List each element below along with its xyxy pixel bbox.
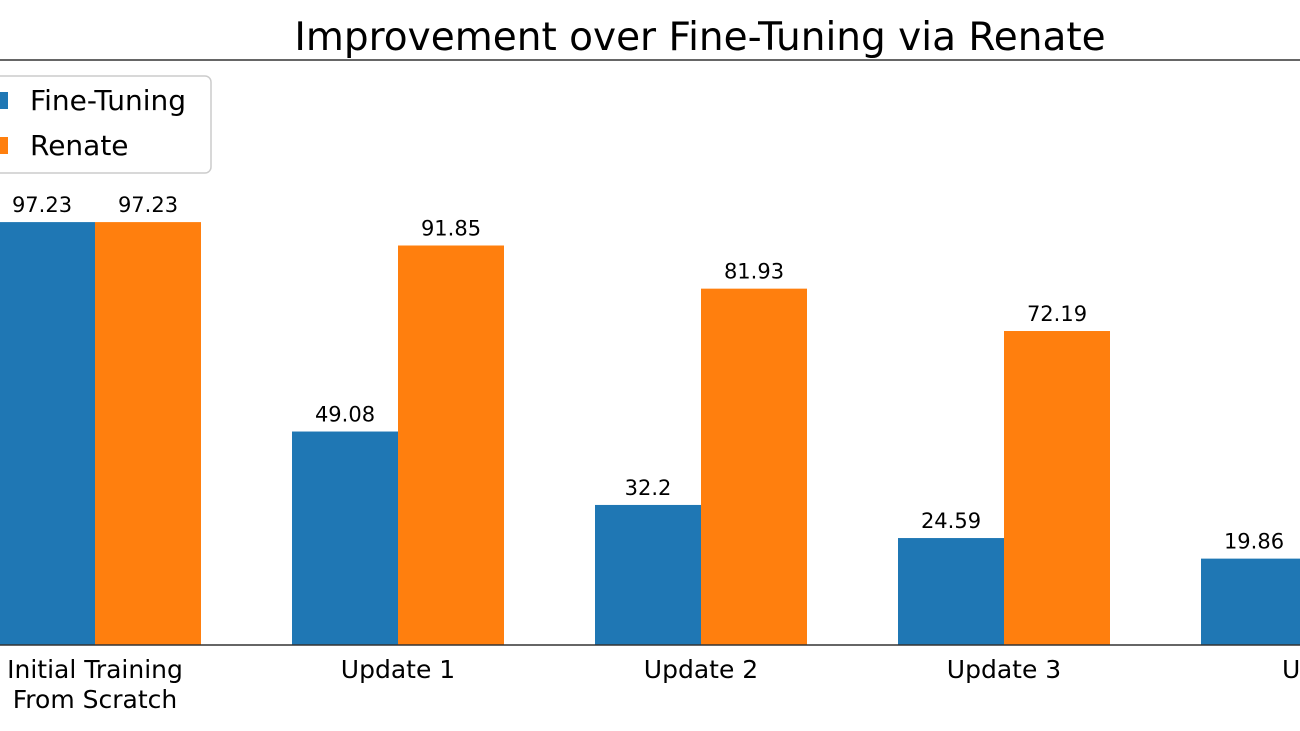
bar-renate-1	[398, 245, 504, 645]
x-tick-label: Update 3	[947, 655, 1061, 684]
legend-entry-label: Renate	[30, 129, 129, 162]
legend-frame	[0, 75, 212, 174]
x-tick-label: From Scratch	[13, 685, 178, 714]
chart-title: Improvement over Fine-Tuning via Renate	[294, 15, 1105, 60]
bar-fine-tuning-4	[1201, 558, 1300, 645]
x-tick-label: Upd	[1282, 655, 1300, 684]
value-label: 32.2	[625, 476, 672, 500]
value-label: 97.23	[118, 193, 178, 217]
bar-renate-2	[701, 288, 807, 645]
value-label: 91.85	[421, 217, 481, 241]
value-label: 81.93	[724, 260, 784, 284]
legend-swatch	[0, 137, 8, 154]
bar-fine-tuning-3	[898, 538, 1004, 645]
x-tick-label: Update 2	[644, 655, 758, 684]
x-tick-label: Update 1	[341, 655, 455, 684]
value-label: 72.19	[1027, 302, 1087, 326]
bar-fine-tuning-0	[0, 222, 95, 646]
value-label: 97.23	[12, 193, 72, 217]
legend-swatch	[0, 92, 8, 109]
value-label: 19.86	[1224, 530, 1284, 554]
value-label: 49.08	[315, 403, 375, 427]
bars-layer	[0, 222, 1300, 646]
value-labels-layer: 97.23 49.08 32.2 24.59 19.86 97.23 91.85 81.93 7…	[12, 193, 1284, 554]
x-tick-label: Initial Training	[7, 655, 183, 684]
bar-fine-tuning-2	[595, 504, 701, 645]
bar-renate-0	[95, 222, 201, 646]
legend: Fine-Tuning Renate	[0, 75, 212, 174]
bar-renate-3	[1004, 331, 1110, 645]
legend-entry-label: Fine-Tuning	[30, 84, 186, 117]
bar-fine-tuning-1	[292, 431, 398, 645]
value-label: 24.59	[921, 509, 981, 533]
